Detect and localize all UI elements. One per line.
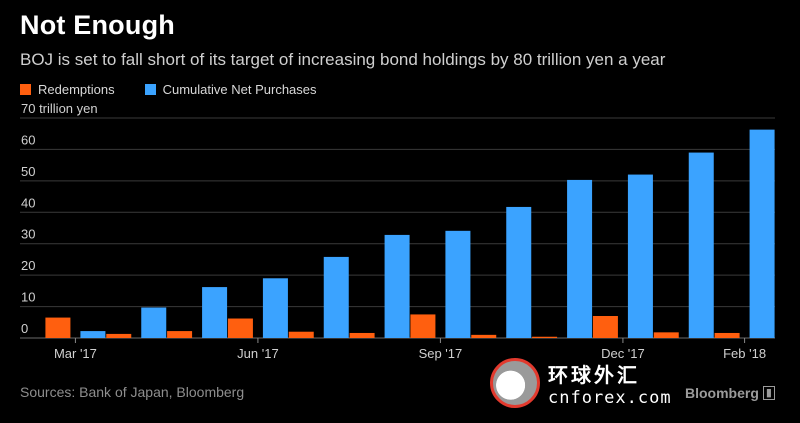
x-axis-ticks: Mar '17 Jun '17 Sep '17 Dec '17 Feb '18 bbox=[54, 338, 766, 361]
legend: Redemptions Cumulative Net Purchases bbox=[20, 82, 347, 97]
watermark: 环球外汇 cnforex.com bbox=[490, 358, 672, 408]
y-tick-label: 20 bbox=[21, 258, 35, 273]
bar-cumulative-net-purchases bbox=[202, 287, 228, 338]
y-tick-label: 0 bbox=[21, 321, 28, 336]
x-tick-label: Mar '17 bbox=[54, 346, 97, 361]
legend-label-purchases: Cumulative Net Purchases bbox=[162, 82, 317, 97]
bar-cumulative-net-purchases bbox=[688, 152, 714, 338]
bar-cumulative-net-purchases bbox=[141, 307, 167, 338]
y-tick-label: 40 bbox=[21, 195, 35, 210]
bar-redemptions bbox=[532, 336, 558, 338]
bar-cumulative-net-purchases bbox=[506, 206, 532, 338]
bar-redemptions bbox=[349, 332, 375, 338]
bar-redemptions bbox=[471, 334, 497, 338]
bar-cumulative-net-purchases bbox=[262, 278, 288, 338]
bar-cumulative-net-purchases bbox=[749, 129, 775, 338]
chart-title: Not Enough bbox=[20, 10, 175, 40]
brand-logo: Bloomberg ▮ bbox=[685, 385, 775, 401]
bars bbox=[45, 129, 775, 338]
bar-redemptions bbox=[592, 316, 618, 338]
bar-redemptions bbox=[714, 332, 740, 338]
watermark-chinese: 环球外汇 bbox=[548, 364, 640, 387]
legend-item-purchases: Cumulative Net Purchases bbox=[144, 82, 317, 97]
bar-cumulative-net-purchases bbox=[80, 331, 106, 338]
y-tick-label: 50 bbox=[21, 164, 35, 179]
y-tick-label: 10 bbox=[21, 290, 35, 305]
bar-redemptions bbox=[288, 331, 314, 338]
bar-cumulative-net-purchases bbox=[384, 234, 410, 338]
bar-cumulative-net-purchases bbox=[323, 256, 349, 338]
watermark-domain: cnforex.com bbox=[548, 387, 672, 408]
chart-icon: ▮ bbox=[762, 386, 775, 400]
x-tick-label: Dec '17 bbox=[601, 346, 645, 361]
legend-label-redemptions: Redemptions bbox=[38, 82, 115, 97]
y-axis-ticks: 0 10 20 30 40 50 60 70 trillion yen bbox=[21, 101, 98, 336]
bar-redemptions bbox=[106, 333, 132, 338]
legend-swatch-redemptions bbox=[20, 84, 31, 95]
bar-redemptions bbox=[45, 317, 71, 338]
legend-item-redemptions: Redemptions bbox=[20, 82, 115, 97]
x-tick-label: Sep '17 bbox=[419, 346, 463, 361]
x-tick-label: Feb '18 bbox=[723, 346, 766, 361]
y-tick-label: 30 bbox=[21, 227, 35, 242]
watermark-logo bbox=[490, 358, 540, 408]
y-tick-label-with-unit: 70 trillion yen bbox=[21, 101, 98, 116]
bar-cumulative-net-purchases bbox=[445, 230, 471, 338]
source-note: Sources: Bank of Japan, Bloomberg bbox=[20, 384, 245, 400]
y-tick-label: 60 bbox=[21, 132, 35, 147]
bar-redemptions bbox=[653, 332, 679, 338]
chart-subtitle: BOJ is set to fall short of its target o… bbox=[20, 50, 666, 69]
bar-redemptions bbox=[167, 331, 193, 338]
bar-cumulative-net-purchases bbox=[627, 174, 653, 338]
bar-redemptions bbox=[227, 318, 253, 338]
brand-name: Bloomberg bbox=[685, 385, 759, 401]
x-tick-label: Jun '17 bbox=[237, 346, 279, 361]
legend-swatch-purchases bbox=[144, 84, 156, 95]
bar-redemptions bbox=[410, 314, 436, 338]
bar-cumulative-net-purchases bbox=[567, 179, 593, 338]
